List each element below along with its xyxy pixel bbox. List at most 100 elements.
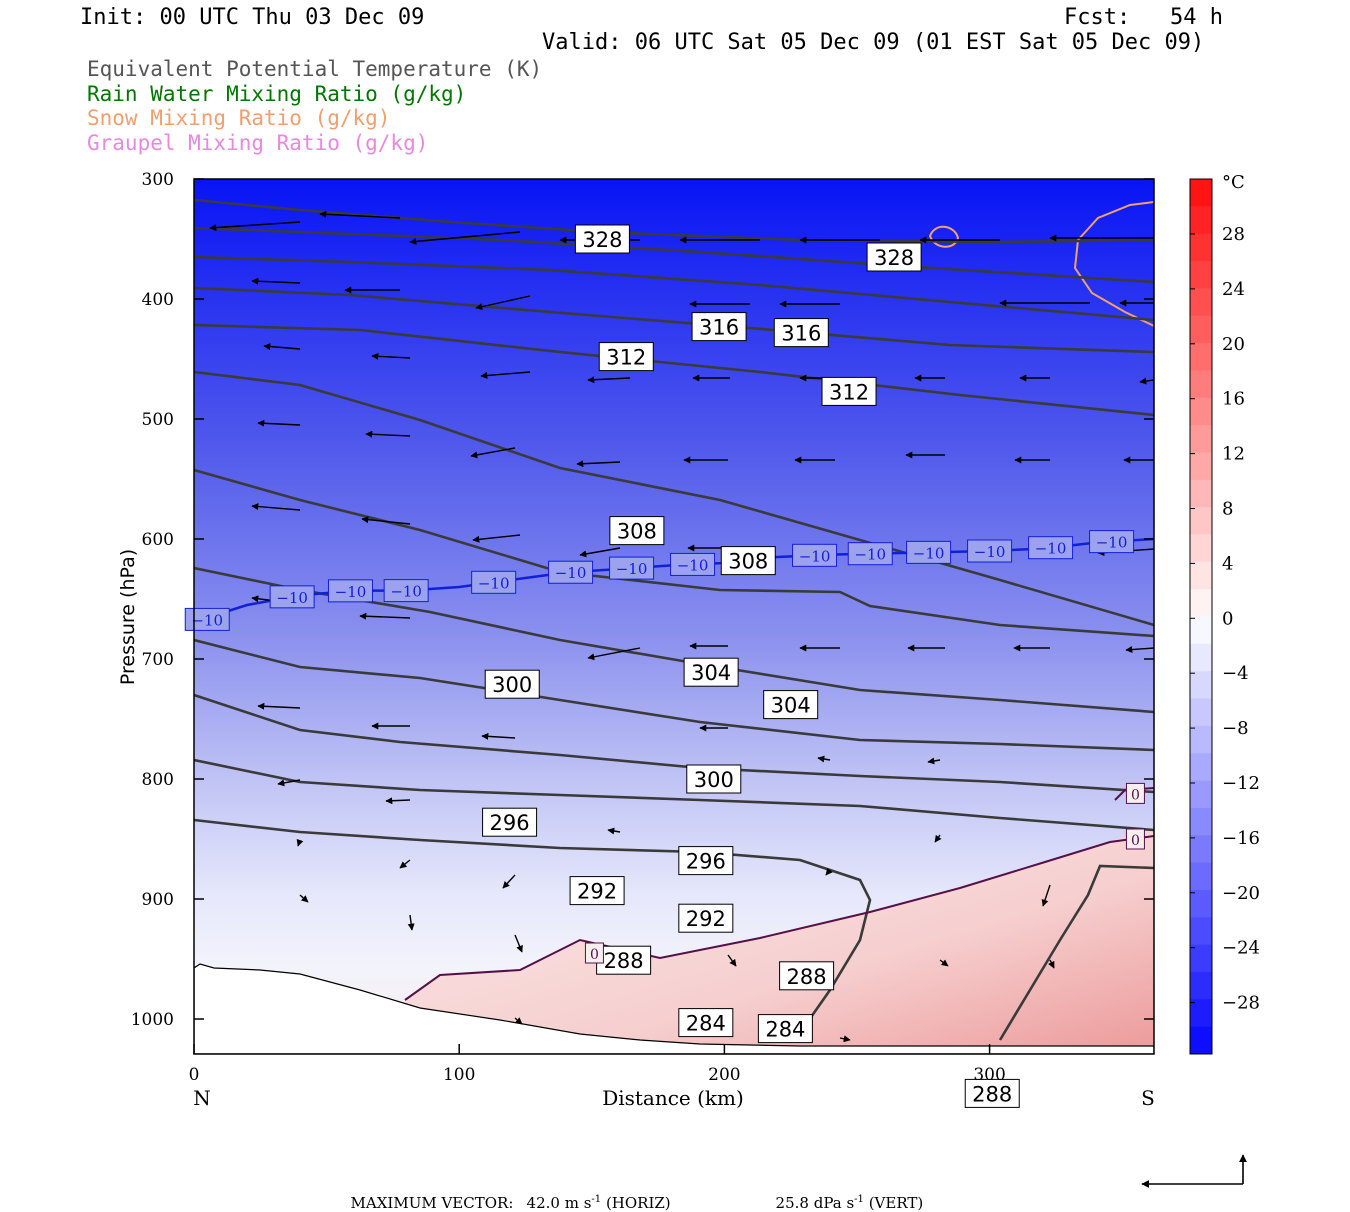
colorbar-band — [1190, 206, 1212, 235]
wind-vector — [263, 343, 301, 351]
wind-vector — [939, 959, 949, 967]
x-tick-label: 300 — [973, 1065, 1005, 1085]
theta-e-label: 312 — [829, 380, 869, 404]
theta-e-label: 296 — [686, 850, 726, 874]
colorbar-tick-label: −16 — [1222, 828, 1260, 849]
theta-e-label-box — [683, 657, 739, 687]
wind-vector — [407, 914, 415, 931]
horiz-value: 42.0 m s — [526, 1194, 592, 1212]
colorbar-tick-label: −20 — [1222, 883, 1260, 904]
isotherm-zero — [404, 835, 1154, 1001]
wind-vectors — [209, 210, 1154, 1043]
theta-e-label-box — [569, 876, 625, 906]
wind-vector — [470, 447, 516, 459]
x-tick-label: 100 — [443, 1065, 475, 1085]
colorbar-band — [1190, 589, 1212, 617]
colorbar-band — [1190, 616, 1212, 645]
colorbar-tick-label: 0 — [1222, 608, 1233, 629]
colorbar-band — [1190, 862, 1212, 891]
theta-e-line — [194, 818, 872, 1041]
vert-value: 25.8 dPa s — [775, 1194, 855, 1212]
isotherm-zero-label-box — [1125, 828, 1145, 850]
theta-e-line — [998, 864, 1154, 1041]
colorbar-frame — [1189, 178, 1213, 1055]
theta-e-label-box — [598, 342, 654, 372]
y-tick-label: 800 — [142, 770, 174, 790]
colorbar-band — [1190, 753, 1212, 782]
wind-vector — [319, 210, 401, 219]
wind-vector — [472, 534, 521, 543]
theta-e-line — [194, 255, 1154, 322]
colorbar-band — [1190, 397, 1212, 426]
forecast-hour: Fcst: 54 h — [1064, 5, 1223, 30]
colorbar-tick-label: 4 — [1222, 553, 1233, 574]
isotherm-minus10-label: −10 — [677, 556, 709, 574]
colorbar-tick-label: −8 — [1222, 718, 1249, 739]
isotherm-label-box — [184, 607, 230, 631]
theta-e-label: 292 — [686, 907, 726, 931]
colorbar-band — [1190, 479, 1212, 508]
wind-vector — [365, 430, 411, 438]
theta-e-label-box — [720, 546, 776, 576]
wind-vector — [587, 376, 631, 384]
colorbar-tick-label: −12 — [1222, 773, 1260, 794]
y-tick-label: 400 — [142, 290, 174, 310]
wind-vector — [251, 503, 301, 511]
x-tick-label: 200 — [708, 1065, 740, 1085]
isotherm-minus10-label: −10 — [1096, 534, 1128, 552]
y-tick-label: 900 — [142, 890, 174, 910]
theta-e-line — [194, 468, 1154, 638]
x-end-label-right: S — [1141, 1086, 1155, 1110]
isotherm-zero-label-box — [584, 942, 604, 964]
theta-e-label-box — [686, 764, 742, 794]
isotherm-zero-label-box — [1125, 782, 1145, 804]
theta-e-label: 284 — [686, 1012, 726, 1036]
wind-vector — [1041, 884, 1051, 907]
isotherm-minus10-label: −10 — [854, 546, 886, 564]
wind-vector — [587, 647, 641, 661]
colorbar: 28 24 20 16 12 8 4 0 −4 −8 −12 −16 −20 −24 −28 — [1189, 178, 1260, 1055]
isotherm-minus10-label: −10 — [974, 543, 1006, 561]
isotherm-label-box — [471, 570, 517, 594]
theta-e-label-box — [609, 516, 665, 546]
wind-vector — [1048, 959, 1055, 969]
theta-e-label: 288 — [972, 1082, 1012, 1106]
legend-rain-water: Rain Water Mixing Ratio (g/kg) — [87, 82, 467, 106]
theta-e-label-box — [484, 669, 540, 699]
wind-vector — [727, 954, 737, 967]
isotherm-minus10-label: −10 — [616, 560, 648, 578]
legend-theta-e: Equivalent Potential Temperature (K) — [87, 57, 543, 81]
colorbar-band — [1190, 261, 1212, 289]
theta-e-label: 304 — [771, 694, 811, 718]
theta-e-label: 288 — [787, 965, 827, 989]
theta-e-label-box — [964, 1078, 1020, 1108]
x-axis: 0 100 200 300 — [189, 1044, 1006, 1085]
reference-vector — [1141, 1154, 1247, 1188]
theta-e-label: 296 — [490, 811, 530, 835]
colorbar-band — [1190, 643, 1212, 672]
wind-vector — [607, 827, 621, 835]
wind-vector — [1139, 377, 1154, 385]
theta-e-label: 312 — [606, 346, 646, 370]
theta-e-label-box — [482, 807, 538, 837]
colorbar-tick-label: −28 — [1222, 993, 1260, 1014]
theta-e-label-box — [763, 690, 819, 720]
wind-vector — [385, 797, 411, 805]
isotherm-minus10-labels: −10 −10 −10 −10 −10 −10 −10 −10 −10 −10 −10 −10 −10 −… — [184, 530, 1135, 631]
colorbar-band — [1190, 179, 1212, 207]
colorbar-band — [1190, 780, 1212, 809]
isotherm-minus10-label: −10 — [276, 589, 308, 607]
theta-e-label: 284 — [765, 1018, 805, 1042]
theta-e-label: 288 — [604, 949, 644, 973]
wind-vector — [409, 231, 521, 245]
theta-e-label: 300 — [694, 768, 734, 792]
isotherm-label-box — [609, 556, 655, 580]
colorbar-band — [1190, 671, 1212, 700]
isotherm-label-box — [327, 579, 373, 603]
theta-e-labels: 328 328 316 316 312 312 308 308 304 304 300 300 296 2… — [482, 224, 1020, 1108]
theta-e-line — [194, 370, 1154, 627]
theta-e-contours — [194, 198, 1154, 1041]
colorbar-band — [1190, 288, 1212, 317]
colorbar-unit: °C — [1222, 172, 1245, 193]
